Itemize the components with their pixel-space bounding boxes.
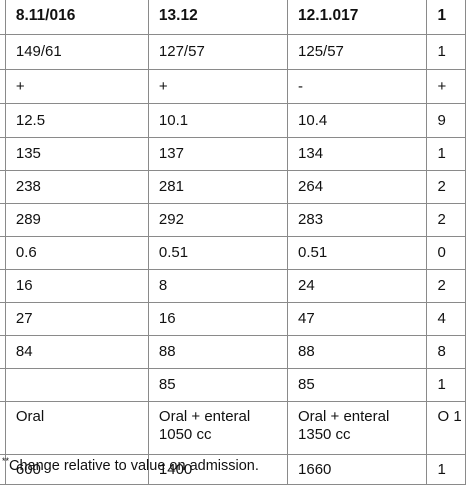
table-cell: 0.51 xyxy=(147,236,289,270)
table-cell: 149/61 xyxy=(4,34,149,70)
table-cell: 16 xyxy=(147,302,289,336)
table-cell: 88 xyxy=(147,335,289,369)
table-row: + + - + xyxy=(0,69,466,104)
table-cell: 289 xyxy=(4,203,149,237)
column-header: 8.11/016 xyxy=(4,0,149,35)
table-cell: 12.5 xyxy=(4,103,149,138)
table-cell: 135 xyxy=(4,137,149,171)
table-row: 0.6 0.51 0.51 0 xyxy=(0,236,466,270)
table-cell: 0.51 xyxy=(287,236,428,270)
table-cell: + xyxy=(4,69,149,104)
header-row: 8.11/016 13.12 12.1.017 1 xyxy=(0,0,466,35)
table-cell: 47 xyxy=(287,302,428,336)
table-row: Oral Oral + enteral 1050 cc Oral + enter… xyxy=(0,401,466,455)
table-cell: 4 xyxy=(426,302,466,336)
table-row: 238 281 264 2 xyxy=(0,170,466,204)
table-cell: 84 xyxy=(4,335,149,369)
table-cell xyxy=(4,368,149,402)
table-cell: + xyxy=(426,69,466,104)
table-cell: 238 xyxy=(4,170,149,204)
footnote-marker: ** xyxy=(2,456,10,466)
table-cell: 1660 xyxy=(287,454,428,485)
table-cell: 134 xyxy=(287,137,428,171)
table-row: 84 88 88 8 xyxy=(0,335,466,369)
table-cell: 125/57 xyxy=(287,34,428,70)
table-row: 16 8 24 2 xyxy=(0,269,466,303)
table-cell: 1 xyxy=(426,454,466,485)
table-cell: Oral + enteral 1050 cc xyxy=(147,401,289,455)
table-cell: O 1 xyxy=(426,401,466,455)
table-cell: 8 xyxy=(147,269,289,303)
table-row: 149/61 127/57 125/57 1 xyxy=(0,34,466,70)
table-cell: 8 xyxy=(426,335,466,369)
table-cell: 9 xyxy=(426,103,466,138)
table-cell: 0 xyxy=(426,236,466,270)
table-row: 27 16 47 4 xyxy=(0,302,466,336)
table-cell: 1 xyxy=(426,368,466,402)
footnote-text: Change relative to value on admission. xyxy=(9,458,259,474)
table-cell: 281 xyxy=(147,170,289,204)
table-cell: 264 xyxy=(287,170,428,204)
table-cell: 283 xyxy=(287,203,428,237)
table-cell: 85 xyxy=(287,368,428,402)
table-row: 12.5 10.1 10.4 9 xyxy=(0,103,466,138)
table-cell: 16 xyxy=(4,269,149,303)
table-row: 135 137 134 1 xyxy=(0,137,466,171)
table-cell: 10.4 xyxy=(287,103,428,138)
table-cell: 137 xyxy=(147,137,289,171)
table-cell: 292 xyxy=(147,203,289,237)
table-cell: 1 xyxy=(426,137,466,171)
column-header: 1 xyxy=(426,0,466,35)
table-cell: - xyxy=(287,69,428,104)
table-cell: 2 xyxy=(426,269,466,303)
table-cell: 1 xyxy=(426,34,466,70)
column-header: 13.12 xyxy=(147,0,289,35)
table-row: 85 85 1 xyxy=(0,368,466,402)
table-cell: 24 xyxy=(287,269,428,303)
footnote: **Change relative to value on admission. xyxy=(2,452,259,475)
table-cell: 2 xyxy=(426,170,466,204)
table-cell: 88 xyxy=(287,335,428,369)
table-cell: Oral xyxy=(4,401,149,455)
table-row: 289 292 283 2 xyxy=(0,203,466,237)
table-cell: 27 xyxy=(4,302,149,336)
table-cell: Oral + enteral 1350 cc xyxy=(287,401,428,455)
table-cell: 0.6 xyxy=(4,236,149,270)
table-cell: 127/57 xyxy=(147,34,289,70)
table-cell: 10.1 xyxy=(147,103,289,138)
table-cell: 2 xyxy=(426,203,466,237)
table-cell: + xyxy=(147,69,289,104)
column-header: 12.1.017 xyxy=(287,0,428,35)
table-cell: 85 xyxy=(147,368,289,402)
